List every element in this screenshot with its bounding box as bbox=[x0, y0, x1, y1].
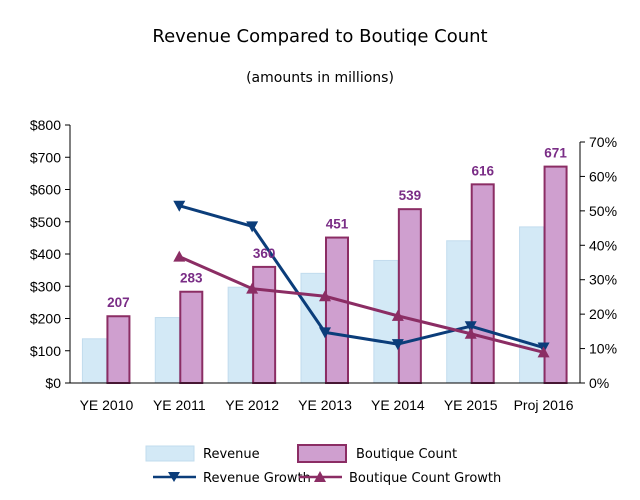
legend-label-boutique-count: Boutique Count bbox=[356, 447, 457, 462]
left-tick-label: $600 bbox=[30, 182, 61, 198]
bar-revenue bbox=[373, 259, 399, 384]
category-label: Proj 2016 bbox=[514, 397, 574, 413]
point-boutique-count-growth bbox=[537, 346, 550, 358]
legend-label-revenue-growth: Revenue Growth bbox=[203, 471, 311, 486]
legend-swatch-boutique-count bbox=[297, 444, 347, 463]
bar-boutique-count bbox=[179, 290, 204, 385]
axis-lines bbox=[69, 125, 581, 384]
chart-subtitle: (amounts in millions) bbox=[246, 70, 394, 86]
bar-boutique-count bbox=[543, 165, 568, 384]
bar-revenue bbox=[227, 286, 253, 384]
point-revenue-growth bbox=[319, 327, 331, 339]
data-label-boutique-count: 207 bbox=[107, 295, 130, 310]
right-tick-label: 30% bbox=[589, 272, 617, 288]
data-label-boutique-count: 671 bbox=[544, 146, 567, 161]
category-label: YE 2010 bbox=[80, 397, 134, 413]
left-axis: $0 $100 $200 $300 $400 $500 $600 $700 $800 bbox=[30, 117, 70, 391]
bars bbox=[81, 165, 568, 385]
bar-boutique-count bbox=[252, 265, 277, 384]
bar-revenue bbox=[154, 317, 180, 384]
left-tick-label: $800 bbox=[30, 117, 61, 133]
data-label-boutique-count: 539 bbox=[399, 188, 422, 203]
legend-label-revenue: Revenue bbox=[203, 447, 260, 462]
bar-boutique-count bbox=[325, 236, 349, 384]
point-boutique-count-growth bbox=[246, 282, 259, 294]
bar-boutique-count bbox=[470, 183, 495, 384]
point-revenue-growth bbox=[173, 200, 186, 212]
left-tick-label: $400 bbox=[30, 246, 61, 262]
legend-marker-boutique-count-growth bbox=[314, 471, 326, 482]
right-tick-label: 50% bbox=[589, 203, 617, 219]
right-tick-label: 20% bbox=[589, 306, 617, 322]
data-label-boutique-count: 451 bbox=[326, 217, 349, 232]
bar-boutique-count bbox=[106, 315, 131, 384]
left-tick-label: $0 bbox=[45, 375, 61, 391]
point-boutique-count-growth bbox=[391, 309, 404, 321]
point-revenue-growth bbox=[246, 221, 259, 233]
data-labels: 207 283 360 451 539 616 671 bbox=[107, 146, 567, 311]
point-boutique-count-growth bbox=[319, 290, 331, 302]
bar-revenue bbox=[519, 226, 545, 384]
category-label: YE 2013 bbox=[298, 397, 352, 413]
line-revenue-growth bbox=[178, 204, 544, 349]
category-label: YE 2014 bbox=[371, 397, 425, 413]
category-labels: YE 2010 YE 2011 YE 2012 YE 2013 YE 2014 YE 20… bbox=[80, 397, 574, 413]
legend-item-boutique-count-growth: Boutique Count Growth bbox=[299, 471, 501, 486]
chart-title: Revenue Compared to Boutiqe Count bbox=[152, 26, 487, 47]
legend-swatch-revenue bbox=[145, 445, 195, 462]
category-label: YE 2011 bbox=[153, 397, 206, 413]
left-tick-label: $300 bbox=[30, 278, 61, 294]
bar-revenue bbox=[446, 240, 472, 384]
right-tick-label: 0% bbox=[589, 375, 609, 391]
left-tick-label: $700 bbox=[30, 149, 61, 165]
left-tick-label: $100 bbox=[30, 343, 61, 359]
category-label: YE 2012 bbox=[225, 397, 279, 413]
left-tick-label: $200 bbox=[30, 311, 61, 327]
data-label-boutique-count: 360 bbox=[253, 246, 276, 261]
right-tick-label: 10% bbox=[589, 341, 617, 357]
growth-lines bbox=[173, 200, 550, 358]
bar-boutique-count bbox=[397, 208, 422, 384]
right-tick-label: 60% bbox=[589, 168, 617, 184]
right-tick-label: 70% bbox=[589, 134, 617, 150]
legend-label-boutique-count-growth: Boutique Count Growth bbox=[349, 471, 501, 486]
point-boutique-count-growth bbox=[464, 327, 477, 339]
data-label-boutique-count: 283 bbox=[180, 271, 203, 286]
line-boutique-count-growth bbox=[178, 255, 544, 354]
category-label: YE 2015 bbox=[444, 397, 498, 413]
right-axis: 0% 10% 20% 30% 40% 50% 60% 70% bbox=[580, 134, 617, 391]
legend: Revenue Boutique Count Revenue Growth Bo… bbox=[145, 444, 501, 486]
point-revenue-growth bbox=[391, 339, 404, 351]
point-revenue-growth bbox=[464, 321, 477, 333]
right-tick-label: 40% bbox=[589, 237, 617, 253]
legend-item-revenue: Revenue bbox=[145, 445, 260, 462]
bar-revenue bbox=[81, 338, 107, 384]
legend-item-revenue-growth: Revenue Growth bbox=[153, 471, 311, 486]
point-boutique-count-growth bbox=[173, 250, 186, 262]
left-tick-label: $500 bbox=[30, 214, 61, 230]
data-label-boutique-count: 616 bbox=[471, 163, 494, 178]
legend-item-boutique-count: Boutique Count bbox=[297, 444, 457, 463]
legend-marker-revenue-growth bbox=[168, 472, 180, 482]
